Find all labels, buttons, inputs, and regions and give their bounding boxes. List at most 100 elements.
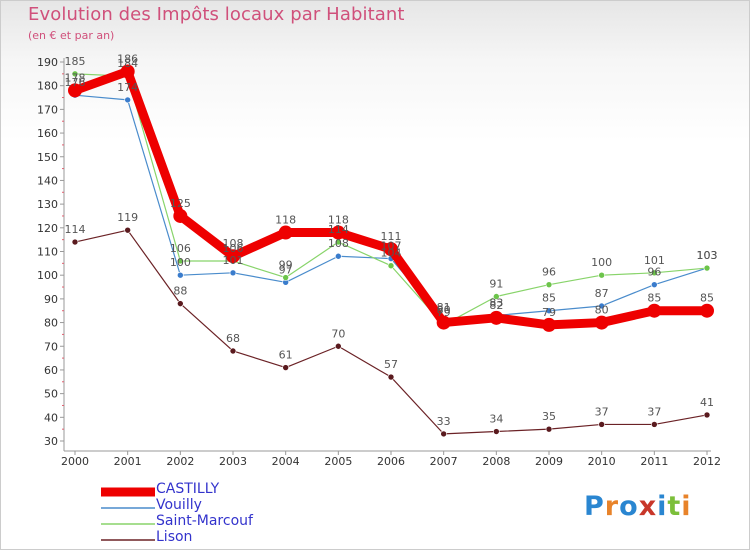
data-label-vouilly: 83 <box>489 296 503 309</box>
data-label-saint-marcouf: 96 <box>542 266 556 279</box>
data-point-castilly <box>226 249 240 264</box>
data-point-saint-marcouf <box>387 262 395 270</box>
data-label-lison: 119 <box>117 211 138 224</box>
data-label-lison: 37 <box>647 405 661 418</box>
data-label-vouilly: 174 <box>117 81 138 94</box>
logo-letter: i <box>681 491 692 522</box>
data-point-saint-marcouf <box>651 269 658 277</box>
data-point-vouilly <box>177 271 184 279</box>
data-label-lison: 37 <box>595 405 609 418</box>
y-tick-label: 190 <box>37 56 58 69</box>
data-label-vouilly: 108 <box>328 237 349 250</box>
x-tick-label: 2008 <box>482 455 510 468</box>
data-point-vouilly <box>545 307 553 315</box>
data-label-saint-marcouf: 103 <box>697 249 718 262</box>
legend-label-lison: Lison <box>156 529 193 545</box>
x-tick-label: 2009 <box>535 455 563 468</box>
x-tick-label: 2012 <box>693 455 721 468</box>
data-point-saint-marcouf <box>493 293 500 300</box>
data-label-saint-marcouf: 99 <box>279 259 293 272</box>
y-tick-label: 40 <box>44 411 58 424</box>
legend-swatch-saint-marcouf <box>101 523 155 525</box>
data-point-castilly <box>647 303 662 318</box>
data-label-lison: 114 <box>65 223 86 236</box>
logo-letter: o <box>619 491 639 522</box>
data-label-castilly: 85 <box>700 292 714 305</box>
data-label-saint-marcouf: 185 <box>65 55 86 68</box>
y-tick-label: 30 <box>44 435 58 448</box>
data-label-lison: 57 <box>384 358 398 371</box>
data-point-castilly <box>700 303 714 318</box>
logo-letter: r <box>604 491 620 522</box>
data-point-lison <box>71 238 79 246</box>
data-point-lison <box>124 226 131 234</box>
data-point-vouilly <box>229 269 237 277</box>
logo-letter: t <box>667 491 682 522</box>
logo-letter: P <box>584 491 605 522</box>
data-point-saint-marcouf <box>545 281 553 288</box>
legend-label-saint-marcouf: Saint-Marcouf <box>156 513 253 529</box>
data-label-vouilly: 101 <box>223 254 244 267</box>
data-point-castilly <box>542 317 556 332</box>
x-tick-label: 2010 <box>588 455 616 468</box>
data-label-vouilly: 96 <box>647 266 661 279</box>
data-label-saint-marcouf: 91 <box>489 278 503 291</box>
data-point-castilly <box>436 315 451 330</box>
data-point-castilly <box>173 208 188 223</box>
x-tick-label: 2000 <box>61 455 89 468</box>
data-label-lison: 68 <box>226 332 240 345</box>
data-point-castilly <box>384 242 398 257</box>
data-point-castilly <box>489 310 504 325</box>
proxiti-logo: Proxiti <box>584 491 692 522</box>
x-tick-label: 2001 <box>114 455 142 468</box>
data-point-lison <box>335 342 342 350</box>
y-tick-label: 60 <box>44 364 58 377</box>
data-point-castilly <box>68 83 82 98</box>
data-label-lison: 34 <box>489 413 503 426</box>
data-label-vouilly: 107 <box>381 240 402 253</box>
legend-label-vouilly: Vouilly <box>156 497 202 513</box>
data-point-vouilly <box>651 281 658 288</box>
y-tick-label: 180 <box>37 80 58 93</box>
data-point-castilly <box>120 64 135 79</box>
data-point-lison <box>493 428 500 435</box>
data-point-castilly <box>278 225 293 240</box>
data-point-saint-marcouf <box>703 264 711 272</box>
data-point-lison <box>651 421 658 428</box>
y-tick-label: 50 <box>44 388 58 401</box>
legend-swatch-vouilly <box>101 507 155 509</box>
data-point-saint-marcouf <box>282 274 289 281</box>
data-point-saint-marcouf <box>598 271 605 279</box>
y-tick-label: 100 <box>37 269 58 282</box>
legend-swatch-castilly <box>101 487 155 497</box>
data-point-lison <box>229 347 237 355</box>
data-point-lison <box>387 373 395 381</box>
y-tick-label: 140 <box>37 174 58 187</box>
data-label-lison: 41 <box>700 396 714 409</box>
data-label-castilly: 85 <box>647 292 661 305</box>
logo-letter: x <box>638 491 658 522</box>
data-label-vouilly: 100 <box>170 256 191 269</box>
data-label-castilly: 118 <box>328 214 349 227</box>
data-label-vouilly: 103 <box>697 249 718 262</box>
y-tick-label: 120 <box>37 222 58 235</box>
data-label-castilly: 178 <box>65 71 86 84</box>
data-label-castilly: 111 <box>381 230 402 243</box>
data-label-lison: 61 <box>279 349 293 362</box>
data-point-saint-marcouf <box>177 257 184 265</box>
data-point-castilly <box>594 315 609 330</box>
data-label-castilly: 82 <box>489 299 503 312</box>
y-tick-label: 70 <box>44 340 58 353</box>
data-point-vouilly <box>124 96 131 104</box>
data-point-castilly <box>331 225 346 240</box>
data-label-saint-marcouf: 106 <box>170 242 191 255</box>
data-label-lison: 88 <box>173 285 187 298</box>
y-tick-label: 80 <box>44 317 58 330</box>
data-label-lison: 33 <box>437 415 451 428</box>
data-label-vouilly: 85 <box>542 292 556 305</box>
x-tick-label: 2011 <box>640 455 668 468</box>
data-point-lison <box>598 421 605 428</box>
data-label-lison: 70 <box>331 327 345 340</box>
